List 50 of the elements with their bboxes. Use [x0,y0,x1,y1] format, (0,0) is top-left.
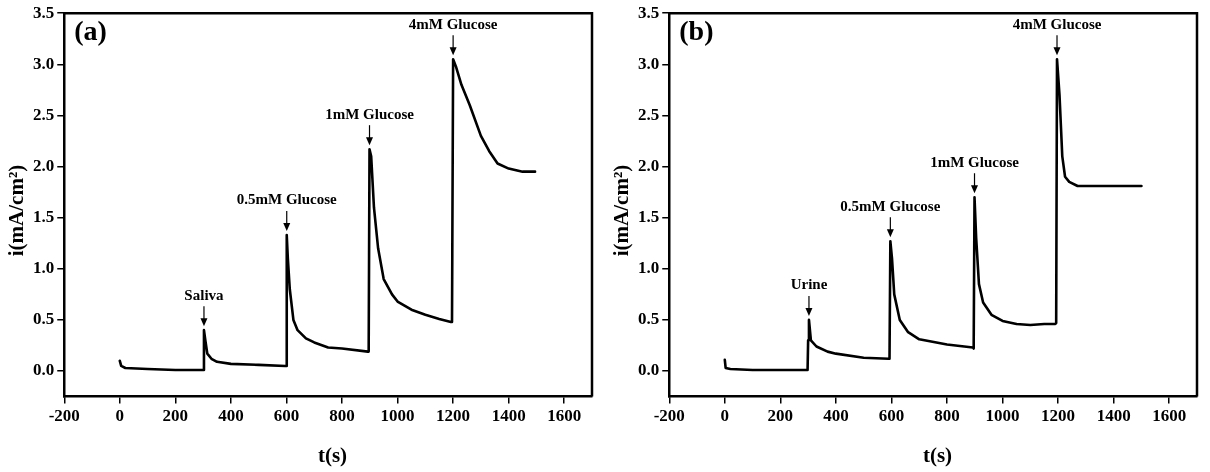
annotation: 0.5mM Glucose [840,197,941,214]
y-axis-title: i(mA/cm²) [609,164,635,256]
y-tick-label: 0.5 [33,309,55,329]
x-tick-label: 800 [329,406,355,426]
annotation: 1mM Glucose [325,105,415,122]
x-tick-label: 400 [823,406,849,426]
x-tick-label: 1000 [985,406,1020,426]
x-tick-label: 200 [162,406,189,426]
y-tick-label: 0.5 [638,309,660,329]
y-tick-label: 1.0 [638,258,660,278]
x-axis-title: t(s) [921,443,954,468]
x-tick-label: 0 [115,406,125,426]
annotation: 0.5mM Glucose [236,191,338,208]
annotation: (b) [679,15,714,47]
y-tick-label: 1.5 [638,207,660,227]
y-tick-label: 0.0 [638,360,660,380]
y-axis-title: i(mA/cm²) [4,164,30,256]
y-tick-label: 1.0 [33,258,55,278]
x-tick-label: 400 [218,406,244,426]
y-tick-label: 0.0 [33,360,55,380]
y-tick-label: 2.5 [638,104,660,124]
x-tick-label: 600 [273,406,300,426]
x-tick-label: -200 [48,406,80,426]
x-tick-label: 800 [934,406,960,426]
y-tick-label: 2.0 [638,155,660,175]
annotation: 4mM Glucose [1012,15,1102,32]
x-tick-label: 200 [767,406,794,426]
annotation: 4mM Glucose [408,15,498,32]
annotation: 1mM Glucose [930,153,1020,170]
x-tick-label: 1200 [436,406,471,426]
x-tick-label: 1400 [491,406,526,426]
y-tick-label: 3.5 [33,2,55,22]
annotation: Saliva [184,286,225,303]
x-axis-title: t(s) [316,443,349,468]
x-tick-label: -200 [653,406,685,426]
x-tick-label: 1000 [380,406,415,426]
y-tick-label: 1.5 [33,207,55,227]
y-tick-label: 3.0 [33,53,55,73]
y-tick-label: 2.0 [33,155,55,175]
annotation: (a) [74,15,107,47]
x-tick-label: 0 [720,406,730,426]
x-tick-label: 1200 [1041,406,1076,426]
x-tick-label: 1600 [547,406,582,426]
y-tick-label: 2.5 [33,104,55,124]
x-tick-label: 1400 [1096,406,1131,426]
x-tick-label: 1600 [1152,406,1187,426]
annotation: Urine [790,276,828,293]
y-tick-label: 3.0 [638,53,660,73]
y-tick-label: 3.5 [638,2,660,22]
x-tick-label: 600 [878,406,905,426]
